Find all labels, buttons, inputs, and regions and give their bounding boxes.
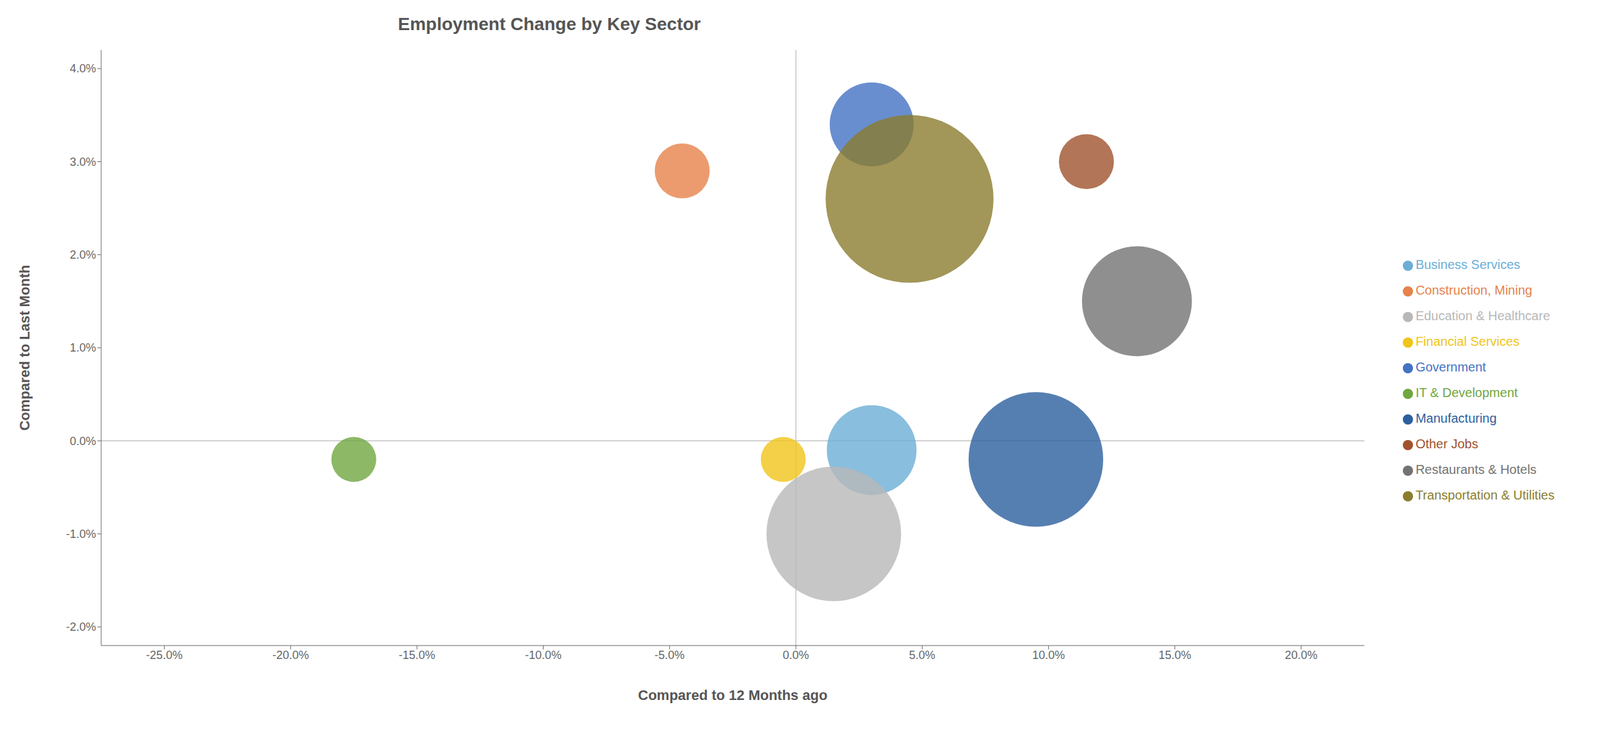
svg-text:Compared to Last Month: Compared to Last Month xyxy=(16,264,33,431)
html-text:Construction, Mining: Construction, Mining xyxy=(1415,282,1533,298)
svg-text:10.0%: 10.0% xyxy=(1032,648,1065,662)
svg-text:-5.0%: -5.0% xyxy=(654,648,685,662)
html-text:Government: Government xyxy=(1415,359,1486,374)
svg-text:0.0%: 0.0% xyxy=(783,648,810,662)
html-text:Business Services: Business Services xyxy=(1415,257,1521,272)
html-text:Education & Healthcare: Education & Healthcare xyxy=(1415,308,1551,323)
svg-text:-25.0%: -25.0% xyxy=(145,648,183,662)
html-text:Employment Change by Key Secto: Employment Change by Key Sector xyxy=(397,14,701,34)
svg-text:5.0%: 5.0% xyxy=(909,648,936,662)
svg-text:15.0%: 15.0% xyxy=(1158,648,1191,662)
html-text:Manufacturing: Manufacturing xyxy=(1415,411,1497,426)
html-text:IT & Development: IT & Development xyxy=(1415,385,1518,400)
svg-text:1.0%: 1.0% xyxy=(69,341,97,355)
svg-text:4.0%: 4.0% xyxy=(69,62,97,75)
html-text:Restaurants & Hotels: Restaurants & Hotels xyxy=(1415,462,1537,477)
svg-text:20.0%: 20.0% xyxy=(1284,648,1318,662)
svg-text:0.0%: 0.0% xyxy=(69,434,97,448)
html-text:Other Jobs: Other Jobs xyxy=(1415,436,1479,451)
html-text:Transportation & Utilities: Transportation & Utilities xyxy=(1415,487,1555,502)
svg-text:-10.0%: -10.0% xyxy=(525,648,562,662)
svg-text:-1.0%: -1.0% xyxy=(65,527,97,541)
svg-text:2.0%: 2.0% xyxy=(69,248,97,262)
svg-text:-15.0%: -15.0% xyxy=(398,648,436,662)
html-text:Financial Services: Financial Services xyxy=(1415,334,1520,349)
svg-text:3.0%: 3.0% xyxy=(69,155,97,169)
svg-text:Compared to 12 Months ago: Compared to 12 Months ago xyxy=(638,686,828,704)
svg-text:-20.0%: -20.0% xyxy=(272,648,309,662)
svg-text:-2.0%: -2.0% xyxy=(65,620,97,634)
